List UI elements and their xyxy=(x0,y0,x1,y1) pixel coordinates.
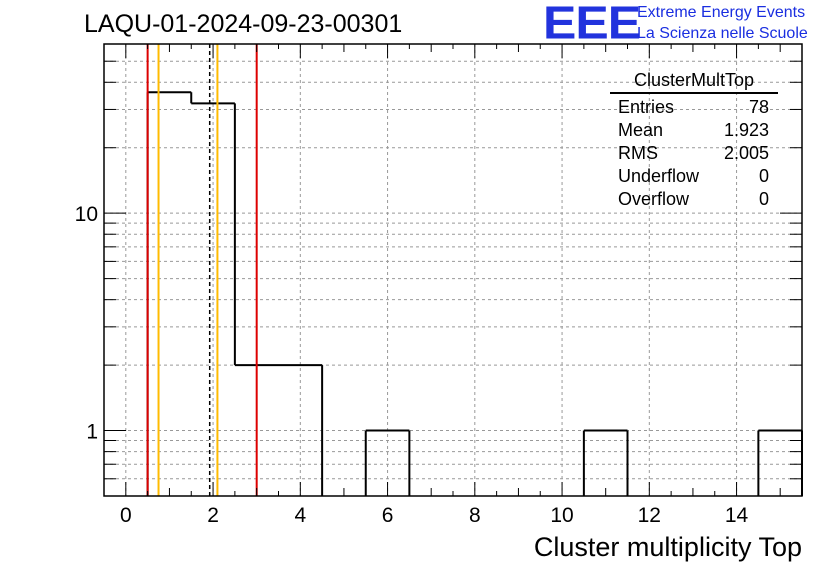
y-tick-label: 10 xyxy=(75,203,98,226)
stats-value: 0 xyxy=(758,189,769,209)
stats-row-overflow: Overflow 0 xyxy=(610,188,778,211)
stats-value: 78 xyxy=(748,97,769,117)
grid-layer xyxy=(104,44,802,496)
logo-line-1: Extreme Energy Events xyxy=(637,4,806,21)
stats-label: RMS xyxy=(618,143,658,163)
marker-lines-layer xyxy=(146,44,258,496)
stats-row-mean: Mean 1.923 xyxy=(610,119,778,142)
run-title: LAQU-01-2024-09-23-00301 xyxy=(84,10,403,38)
logo-line-2: La Scienza nelle Scuole xyxy=(637,25,808,42)
stats-label: Underflow xyxy=(618,166,700,186)
x-tick-label: 6 xyxy=(382,504,394,527)
stats-row-entries: Entries 78 xyxy=(610,96,778,119)
x-tick-label: 2 xyxy=(207,504,219,527)
stats-value: 1.923 xyxy=(723,120,769,140)
stats-row-underflow: Underflow 0 xyxy=(610,165,778,188)
stats-title: ClusterMultTop xyxy=(610,70,778,94)
x-tick-label: 4 xyxy=(294,504,306,527)
stats-box: ClusterMultTop Entries 78 Mean 1.923 RMS… xyxy=(610,70,778,211)
stats-value: 0 xyxy=(758,166,769,186)
x-tick-label: 12 xyxy=(638,504,661,527)
x-axis-label: Cluster multiplicity Top xyxy=(533,532,802,562)
x-tick-label: 14 xyxy=(725,504,749,527)
stats-label: Entries xyxy=(618,97,675,117)
stats-value: 2.005 xyxy=(723,143,769,163)
axis-layer: 0 2 4 6 8 10 12 14 1 10 xyxy=(75,43,803,527)
x-tick-label: 10 xyxy=(550,504,573,527)
stats-label: Overflow xyxy=(618,189,690,209)
stats-label: Mean xyxy=(618,120,664,140)
x-tick-label: 8 xyxy=(469,504,481,527)
y-tick-label: 1 xyxy=(86,421,98,444)
eee-logo: EEE xyxy=(543,0,641,49)
x-tick-label: 0 xyxy=(120,504,132,527)
stats-row-rms: RMS 2.005 xyxy=(610,142,778,165)
